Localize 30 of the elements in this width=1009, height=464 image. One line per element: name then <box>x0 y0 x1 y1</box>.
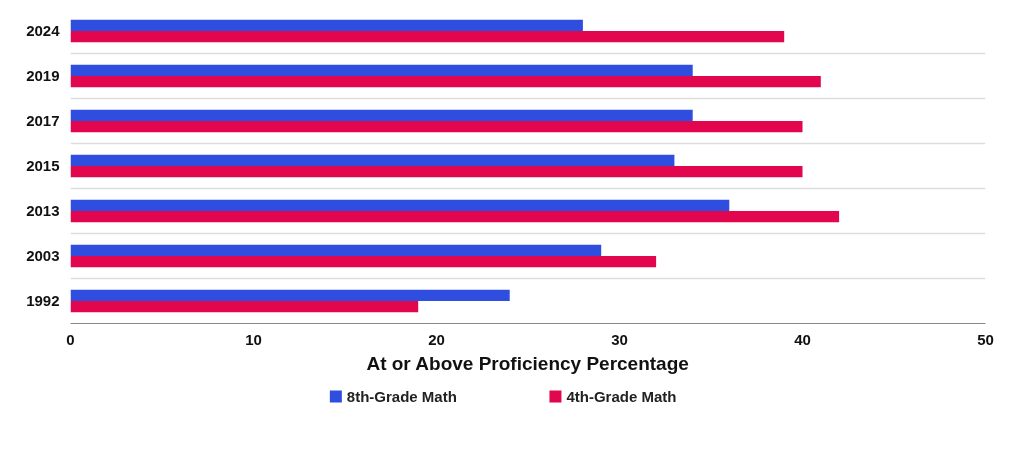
bar <box>70 244 602 256</box>
legend-label: 4th-Grade Math <box>566 388 677 405</box>
bar <box>70 256 657 268</box>
y-tick-label: 1992 <box>26 292 60 309</box>
bar <box>70 301 419 313</box>
x-tick-label: 0 <box>66 330 75 348</box>
y-tick-label: 2024 <box>26 22 61 39</box>
x-tick-label: 40 <box>794 330 811 348</box>
x-tick-label: 50 <box>977 330 994 348</box>
bar <box>70 109 693 121</box>
x-tick-label: 10 <box>245 330 262 348</box>
x-tick-label: 20 <box>428 330 445 348</box>
bar <box>70 121 803 133</box>
bar <box>70 19 583 31</box>
legend-label: 8th-Grade Math <box>346 388 457 405</box>
bar <box>70 199 730 211</box>
y-tick-label: 2013 <box>26 202 60 219</box>
bar <box>70 154 675 166</box>
x-axis-title: At or Above Proficiency Percentage <box>366 352 689 374</box>
y-tick-label: 2019 <box>26 67 60 84</box>
bar <box>70 31 785 43</box>
bar <box>70 64 693 76</box>
y-tick-label: 2015 <box>26 157 60 174</box>
bar <box>70 211 840 223</box>
bar <box>70 76 821 88</box>
y-tick-label: 2017 <box>26 112 60 129</box>
x-tick-label: 30 <box>611 330 628 348</box>
bar <box>70 166 803 178</box>
bar <box>70 289 510 301</box>
y-tick-label: 2003 <box>26 247 60 264</box>
